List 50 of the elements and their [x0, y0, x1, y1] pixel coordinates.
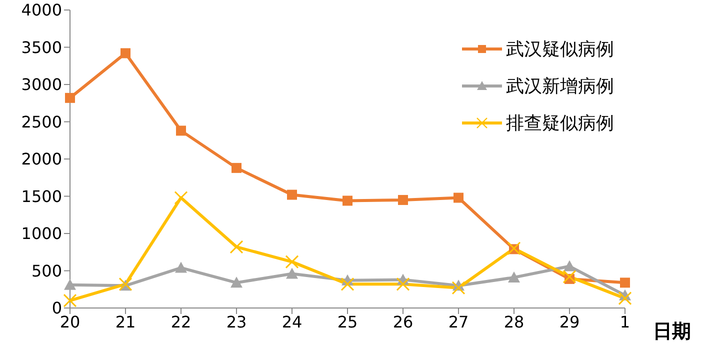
- point: [63, 294, 77, 308]
- point: [176, 126, 186, 136]
- point: [452, 281, 466, 295]
- x-tick-label: 23: [226, 312, 247, 332]
- x-tick-label: 26: [392, 312, 414, 332]
- point: [454, 192, 464, 203]
- point: [174, 190, 188, 204]
- point: [507, 242, 521, 256]
- point: [175, 262, 187, 273]
- y-tick-label: 1500: [21, 186, 62, 206]
- point: [342, 196, 352, 206]
- point: [65, 92, 75, 103]
- y-tick-label: 3000: [21, 75, 62, 94]
- x-tick-label: 29: [559, 312, 580, 332]
- x-tick-label: 24: [282, 312, 302, 332]
- point: [287, 190, 297, 200]
- x-tick-label: 20: [60, 312, 80, 332]
- point: [564, 260, 576, 272]
- point: [340, 277, 354, 291]
- x-tick-label: 25: [337, 312, 358, 332]
- x-tick-label: 21: [115, 312, 136, 332]
- point: [618, 292, 632, 306]
- point: [398, 194, 408, 205]
- point: [620, 278, 630, 288]
- point: [230, 240, 244, 254]
- point: [230, 276, 242, 288]
- point: [120, 48, 130, 58]
- point: [285, 255, 299, 269]
- legend-label: 武汉新增病例: [506, 74, 614, 98]
- point: [118, 277, 132, 291]
- x-tick-label: 22: [170, 312, 192, 332]
- point: [64, 278, 76, 290]
- point: [286, 268, 298, 279]
- point: [396, 277, 410, 291]
- point: [562, 270, 576, 284]
- legend-label: 排查疑似病例: [506, 112, 614, 134]
- x-axis-title: 日期: [653, 320, 691, 343]
- y-tick-label: 3500: [21, 38, 62, 57]
- legend-label: 武汉疑似病例: [506, 38, 614, 60]
- point: [508, 271, 520, 282]
- x-tick-label: 1: [620, 312, 630, 332]
- y-tick-label: 1000: [21, 224, 62, 244]
- y-tick-label: 2000: [21, 150, 62, 169]
- y-tick-label: 0: [52, 298, 62, 318]
- y-tick-label: 4000: [21, 0, 62, 20]
- y-tick-label: 500: [31, 261, 62, 280]
- x-tick-label: 27: [448, 312, 469, 332]
- x-tick-label: 28: [504, 312, 524, 332]
- point: [232, 162, 242, 173]
- y-tick-label: 2500: [21, 112, 62, 132]
